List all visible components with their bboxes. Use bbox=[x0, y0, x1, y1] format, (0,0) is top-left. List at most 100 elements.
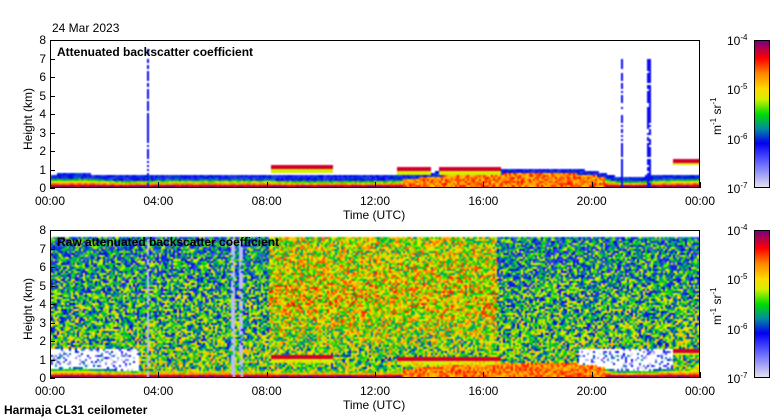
x-tick-mark bbox=[158, 372, 160, 378]
y-tick-label: 0 bbox=[39, 371, 46, 385]
y-tick-mark bbox=[50, 77, 55, 78]
x-tick-label: 16:00 bbox=[468, 194, 499, 208]
x-tick-mark bbox=[591, 372, 593, 378]
y-tick-label: 3 bbox=[39, 125, 46, 140]
unit-part: sr bbox=[710, 104, 724, 118]
y-tick-mark bbox=[50, 304, 55, 305]
station-label: Harmaja CL31 ceilometer bbox=[4, 403, 148, 417]
y-tick-mark bbox=[50, 132, 55, 134]
x-tick-mark bbox=[591, 182, 593, 188]
tick-base: 10 bbox=[727, 34, 741, 48]
x-tick-label: 12:00 bbox=[359, 194, 391, 208]
date-label: 24 Mar 2023 bbox=[52, 21, 120, 35]
y-tick-mark bbox=[50, 188, 55, 189]
plot-area-0: Attenuated backscatter coefficient bbox=[50, 40, 700, 188]
y-tick-mark bbox=[50, 285, 55, 287]
y-tick-mark bbox=[50, 58, 55, 60]
x-tick-label: 00:00 bbox=[684, 194, 716, 208]
y-tick-mark bbox=[50, 359, 55, 361]
unit-part: m bbox=[710, 315, 724, 325]
tick-exponent: -6 bbox=[740, 321, 748, 331]
tick-base: 10 bbox=[727, 273, 741, 288]
x-tick-mark bbox=[266, 182, 268, 188]
colorbar bbox=[754, 40, 770, 188]
tick-base: 10 bbox=[727, 372, 741, 386]
x-tick-mark bbox=[483, 182, 485, 188]
y-tick-label: 0 bbox=[39, 181, 46, 195]
unit-part: -1 bbox=[709, 287, 718, 295]
y-tick-label: 7 bbox=[39, 241, 46, 256]
x-tick-label: 04:00 bbox=[143, 384, 174, 398]
y-tick-label: 7 bbox=[39, 51, 46, 66]
x-tick-mark bbox=[266, 372, 268, 378]
unit-part: sr bbox=[710, 294, 724, 308]
tick-exponent: -4 bbox=[740, 33, 748, 42]
colorbar-tick-label: 10-4 bbox=[727, 33, 748, 48]
x-tick-label: 20:00 bbox=[576, 384, 607, 398]
y-axis-label: Height (km) bbox=[21, 277, 35, 340]
y-tick-mark bbox=[50, 169, 55, 171]
y-tick-mark bbox=[50, 267, 55, 268]
colorbar-tick-label: 10-7 bbox=[727, 181, 748, 196]
colorbar-tick-label: 10-4 bbox=[727, 223, 748, 238]
y-tick-label: 5 bbox=[39, 88, 46, 103]
tick-base: 10 bbox=[727, 182, 741, 196]
unit-part: -1 bbox=[709, 307, 718, 315]
x-tick-mark bbox=[158, 182, 160, 188]
y-tick-label: 1 bbox=[39, 162, 46, 177]
x-tick-label: 04:00 bbox=[143, 194, 174, 208]
y-axis-label: Height (km) bbox=[21, 87, 35, 150]
y-tick-label: 4 bbox=[39, 297, 46, 311]
tick-exponent: -6 bbox=[740, 131, 748, 141]
tick-exponent: -7 bbox=[740, 181, 748, 190]
tick-base: 10 bbox=[727, 322, 741, 337]
panel-title: Raw attenuated backscatter coefficient bbox=[57, 235, 280, 249]
x-tick-mark bbox=[50, 372, 51, 378]
x-tick-label: 00:00 bbox=[34, 194, 66, 208]
tick-base: 10 bbox=[727, 224, 741, 238]
x-tick-mark bbox=[700, 372, 701, 378]
tick-exponent: -4 bbox=[740, 223, 748, 232]
x-tick-label: 16:00 bbox=[468, 384, 499, 398]
x-tick-label: 00:00 bbox=[34, 384, 66, 398]
x-tick-mark bbox=[700, 182, 701, 188]
colorbar-unit-label: m-1 sr-1 bbox=[709, 287, 724, 325]
y-tick-label: 2 bbox=[39, 334, 46, 348]
x-tick-mark bbox=[375, 182, 376, 188]
y-tick-mark bbox=[50, 322, 55, 324]
y-tick-label: 8 bbox=[39, 33, 46, 47]
y-tick-label: 4 bbox=[39, 107, 46, 121]
tick-base: 10 bbox=[727, 132, 741, 147]
heatmap-image bbox=[51, 231, 699, 377]
x-axis-label: Time (UTC) bbox=[343, 398, 406, 412]
colorbar-tick-label: 10-6 bbox=[727, 131, 748, 147]
x-axis-label: Time (UTC) bbox=[343, 208, 406, 222]
tick-exponent: -5 bbox=[740, 82, 748, 92]
y-tick-label: 3 bbox=[39, 315, 46, 330]
x-tick-label: 20:00 bbox=[576, 194, 607, 208]
colorbar bbox=[754, 230, 770, 378]
x-tick-mark bbox=[50, 182, 51, 188]
y-tick-mark bbox=[50, 248, 55, 250]
colorbar-tick-label: 10-7 bbox=[727, 371, 748, 386]
unit-part: -1 bbox=[709, 117, 718, 125]
tick-base: 10 bbox=[727, 83, 741, 98]
y-tick-label: 5 bbox=[39, 278, 46, 293]
y-tick-mark bbox=[50, 151, 55, 152]
tick-exponent: -5 bbox=[740, 272, 748, 282]
tick-exponent: -7 bbox=[740, 371, 748, 380]
colorbar-tick-label: 10-5 bbox=[727, 82, 748, 98]
x-tick-label: 00:00 bbox=[684, 384, 716, 398]
y-tick-mark bbox=[50, 341, 55, 342]
colorbar-unit-label: m-1 sr-1 bbox=[709, 97, 724, 135]
heatmap-image bbox=[51, 41, 699, 187]
x-tick-label: 08:00 bbox=[251, 194, 282, 208]
x-tick-label: 12:00 bbox=[359, 384, 391, 398]
y-tick-label: 2 bbox=[39, 144, 46, 158]
y-tick-label: 1 bbox=[39, 352, 46, 367]
colorbar-tick-label: 10-6 bbox=[727, 321, 748, 337]
colorbar-tick-label: 10-5 bbox=[727, 272, 748, 288]
x-tick-label: 08:00 bbox=[251, 384, 282, 398]
y-tick-label: 8 bbox=[39, 223, 46, 237]
